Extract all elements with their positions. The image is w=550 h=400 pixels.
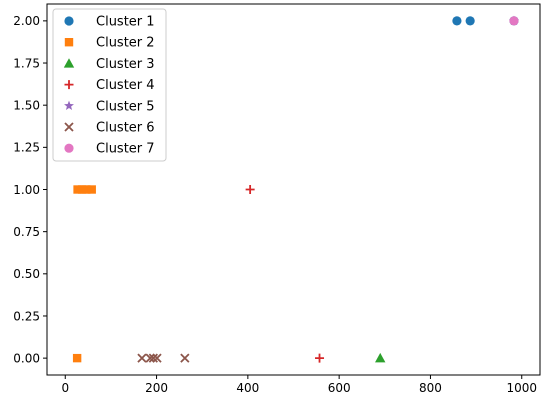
y-tick-label: 1.50	[13, 98, 40, 112]
legend-label-cluster-7: Cluster 7	[96, 142, 155, 157]
legend-marker-cluster-4	[64, 80, 74, 90]
legend-label-cluster-1: Cluster 1	[96, 15, 155, 30]
point-cluster-1-1	[452, 16, 462, 26]
legend-marker-cluster-2	[64, 38, 74, 47]
point-cluster-6-1	[137, 353, 147, 363]
point-cluster-2-5	[72, 353, 82, 363]
point-cluster-6-5	[180, 353, 190, 363]
y-tick-label: 2.00	[13, 14, 40, 28]
y-tick-label: 1.00	[13, 183, 40, 197]
point-cluster-2-1	[73, 185, 82, 194]
point-cluster-6-3	[148, 353, 158, 363]
y-tick-label: 0.25	[13, 309, 40, 323]
x-tick-label: 800	[419, 381, 442, 395]
legend-label-cluster-3: Cluster 3	[96, 57, 155, 72]
point-cluster-1-2	[465, 16, 475, 26]
legend-marker-cluster-5	[64, 100, 74, 111]
y-tick-label: 0.00	[13, 351, 40, 365]
point-cluster-2-4	[87, 185, 96, 194]
legend-label-cluster-2: Cluster 2	[96, 36, 155, 51]
x-tick-label: 600	[328, 381, 351, 395]
legend-marker-cluster-1	[64, 16, 74, 26]
legend: Cluster 1 Cluster 2 Cluster 3 Cluster 4 Clus…	[52, 8, 167, 162]
x-tick-label: 0	[61, 381, 69, 395]
point-cluster-7-1	[509, 16, 519, 26]
x-tick-label: 200	[145, 381, 168, 395]
point-cluster-4-2	[315, 353, 325, 363]
y-tick-label: 0.50	[13, 267, 40, 281]
legend-label-cluster-6: Cluster 6	[96, 121, 155, 136]
x-tick-label: 1000	[506, 381, 537, 395]
y-tick-label: 1.75	[13, 56, 40, 70]
legend-label-cluster-5: Cluster 5	[96, 99, 155, 114]
legend-marker-cluster-6	[64, 122, 74, 132]
point-cluster-6-2	[145, 353, 155, 363]
y-tick-label: 0.75	[13, 225, 40, 239]
x-tick-label: 400	[236, 381, 259, 395]
data-points	[72, 15, 519, 363]
legend-label-cluster-4: Cluster 4	[96, 78, 155, 93]
legend-marker-cluster-7	[64, 143, 74, 153]
legend-marker-cluster-3	[63, 58, 75, 68]
y-tick-label: 1.25	[13, 141, 40, 155]
legend-box	[52, 8, 167, 162]
point-cluster-2-3	[82, 185, 91, 194]
point-cluster-6-4	[152, 353, 162, 363]
axes: 0 200 400 600 800 1000 0.00 0.25 0.50 0.75 1.00 1.2…	[13, 3, 541, 395]
point-cluster-4-1	[245, 185, 255, 194]
point-cluster-3-1	[375, 352, 386, 363]
